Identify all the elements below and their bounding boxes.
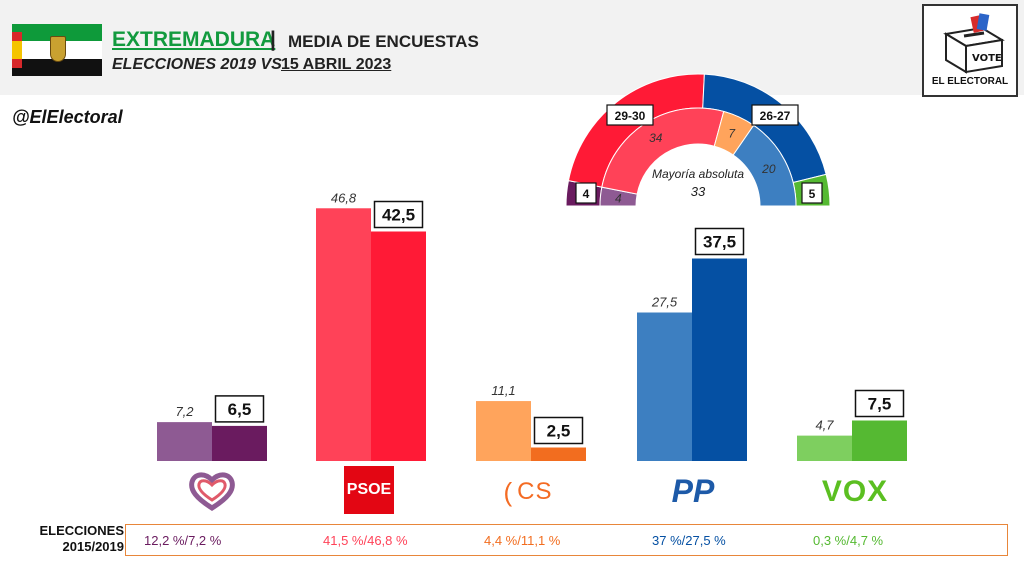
- hemicycle-outer-label-pp: 26-27: [760, 109, 791, 123]
- label-box-2023-psoe: [373, 200, 424, 229]
- footer-value-cs: 4,4 %/11,1 %: [484, 533, 561, 548]
- label-box-2023-vox: [854, 389, 905, 418]
- pp-logo: PP: [671, 472, 715, 509]
- majority-value: 33: [691, 184, 706, 199]
- hemicycle-outer-box-psoe: [606, 104, 654, 126]
- bar-2019-psoe: [316, 208, 371, 461]
- bar-2019-vox: [797, 435, 852, 461]
- bar-2023-vox: [852, 420, 907, 461]
- hemicycle-inner-label-pp: 20: [761, 162, 776, 176]
- bar-2019-cs: [476, 401, 531, 461]
- label-2023-vox: 7,5: [868, 395, 892, 414]
- hemicycle-inner-label-up: 4: [615, 191, 622, 205]
- region-title: EXTREMADURA: [112, 28, 276, 51]
- previous-results-box: 12,2 %/7,2 % 41,5 %/46,8 % 4,4 %/11,1 % …: [125, 524, 1008, 556]
- twitter-handle: @ElElectoral: [12, 107, 123, 127]
- bar-2023-pp: [692, 258, 747, 461]
- header-bar: EXTREMADURA | MEDIA DE ENCUESTAS ELECCIO…: [0, 0, 1024, 97]
- el-electoral-logo: VOTE EL ELECTORAL: [922, 4, 1018, 97]
- label-box-2023-pp: [694, 227, 745, 256]
- label-2019-unidas-podemos: 7,2: [175, 404, 194, 419]
- bar-2019-pp: [637, 312, 692, 461]
- label-box-2023-cs: [533, 416, 584, 445]
- label-2023-pp: 37,5: [703, 233, 736, 252]
- footer-value-up: 12,2 %/7,2 %: [144, 533, 222, 548]
- title-separator: |: [270, 28, 276, 51]
- hemicycle-outer-label-vox: 5: [809, 187, 816, 201]
- label-2019-cs: 11,1: [491, 383, 515, 398]
- hemicycle-outer-box-vox: [801, 182, 823, 204]
- label-2023-unidas-podemos: 6,5: [228, 400, 252, 419]
- hemicycle-outer-label-psoe: 29-30: [615, 109, 646, 123]
- label-2023-psoe: 42,5: [382, 206, 415, 225]
- majority-label: Mayoría absoluta: [652, 167, 744, 181]
- hemicycle-inner-pp: [732, 124, 797, 207]
- label-2019-psoe: 46,8: [331, 190, 357, 205]
- previous-elections-label: ELECCIONES 2015/2019: [39, 523, 124, 554]
- bar-2023-unidas-podemos: [212, 425, 267, 461]
- label-2019-vox: 4,7: [815, 418, 834, 433]
- chart-subtitle: MEDIA DE ENCUESTAS: [288, 32, 479, 51]
- label-box-2023-unidas-podemos: [214, 395, 265, 423]
- cs-arc-icon: (: [503, 476, 514, 507]
- poll-date: 15 ABRIL 2023: [281, 56, 392, 73]
- footer-value-pp: 37 %/27,5 %: [652, 533, 726, 548]
- bar-2023-psoe: [371, 231, 426, 461]
- psoe-logo: PSOE: [344, 466, 394, 514]
- footer-value-vox: 0,3 %/4,7 %: [813, 533, 884, 548]
- hemicycle-outer-box-up: [575, 182, 597, 204]
- extremadura-flag-icon: [12, 24, 102, 76]
- bar-2023-cs: [531, 447, 586, 461]
- label-2019-pp: 27,5: [651, 295, 678, 310]
- comparison-label: ELECCIONES 2019 VS: [112, 56, 282, 73]
- brand-name: EL ELECTORAL: [931, 76, 1009, 87]
- ballot-box-icon: VOTE: [943, 13, 1005, 74]
- footer-value-psoe: 41,5 %/46,8 %: [323, 533, 408, 548]
- bar-2019-unidas-podemos: [157, 422, 212, 461]
- vox-logo: VOX: [821, 475, 889, 508]
- ciudadanos-logo: (CS: [503, 476, 553, 507]
- unidas-podemos-logo-icon: [189, 472, 235, 511]
- hemicycle-inner-label-psoe: 34: [649, 131, 663, 145]
- hemicycle-inner-label-cs: 7: [728, 126, 736, 140]
- vote-text: VOTE: [972, 53, 1002, 64]
- label-2023-cs: 2,5: [547, 422, 571, 441]
- hemicycle-outer-label-up: 4: [583, 187, 590, 201]
- hemicycle-outer-box-pp: [751, 104, 799, 126]
